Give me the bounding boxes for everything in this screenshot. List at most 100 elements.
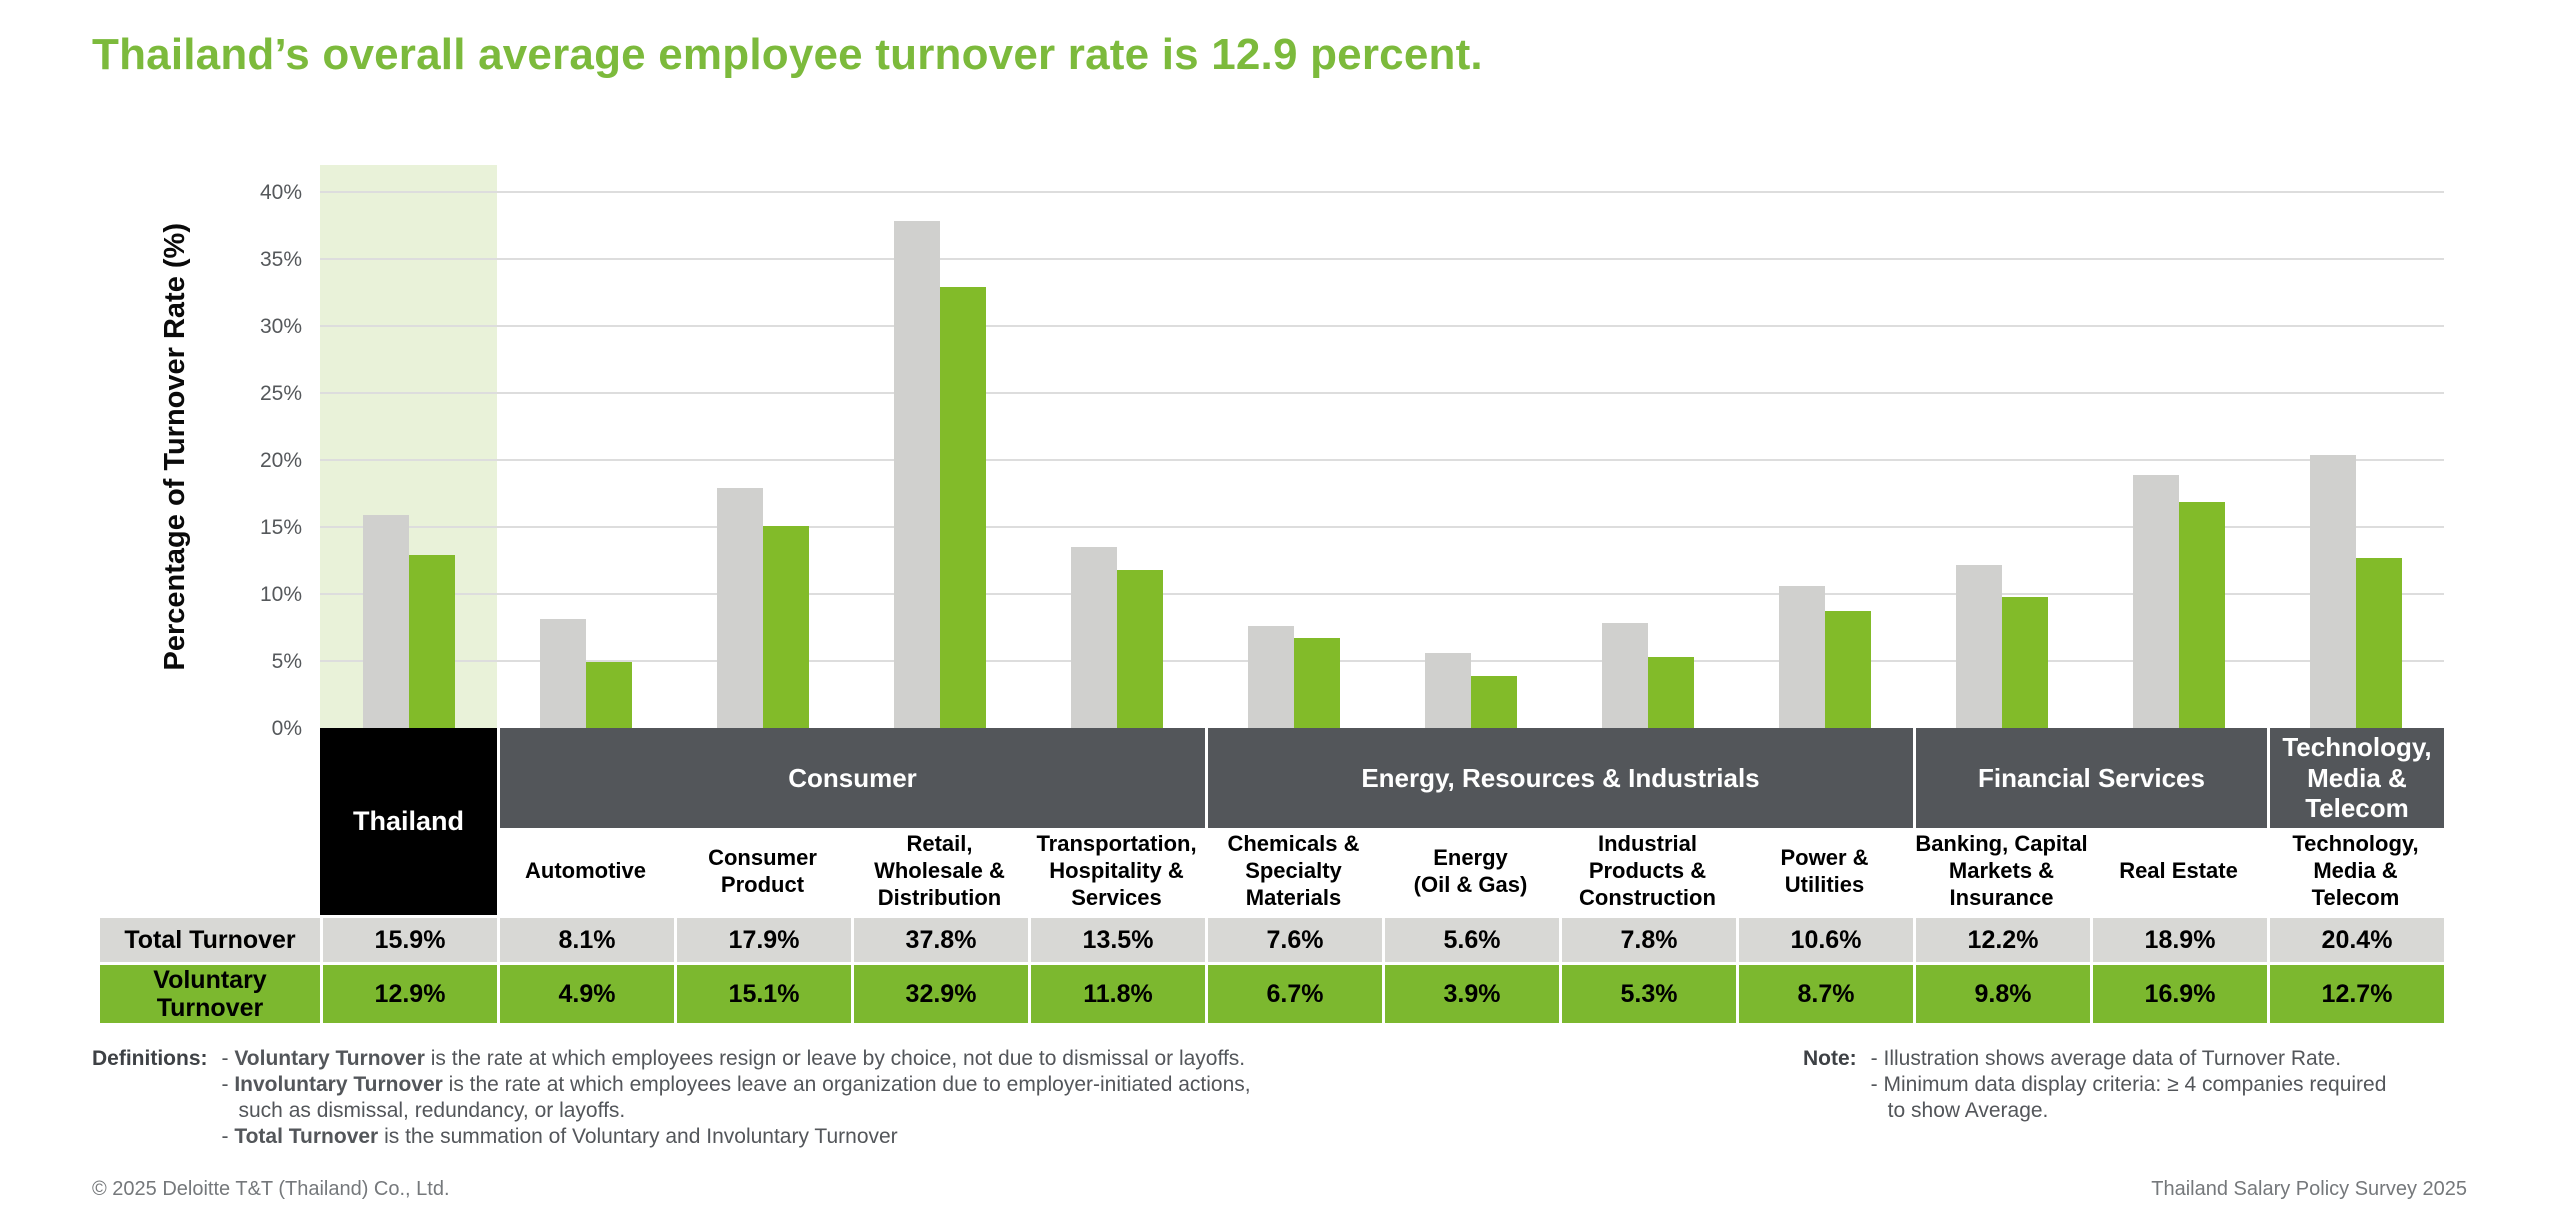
bar-voluntary-turnover-banking-capital-markets-insurance [2001,596,2048,728]
value-total-turnover-consumer-product: 17.9% [674,918,851,962]
plot-area: 0% 5% 10% 15% 20% 25% 30% 35% 40% [260,165,2444,740]
bar-voluntary-turnover-automotive [585,662,632,728]
y-tick-label-20: 20% [259,448,302,472]
value-total-turnover-power-utilities: 10.6% [1736,918,1913,962]
y-tick-label-10: 10% [259,582,302,606]
bar-group-energy-oil-gas [1382,165,1559,728]
value-voluntary-turnover-thailand: 12.9% [320,965,497,1023]
category-header-real-estate: Real Estate [2119,858,2238,884]
definition-item-involuntary-turnover: - Involuntary Turnover is the rate at wh… [221,1073,1251,1122]
bar-group-power-utilities [1736,165,1913,728]
sector-header-financial-services: Financial Services [1913,728,2267,828]
value-total-turnover-retail-wholesale-distribution: 37.8% [851,918,1028,962]
value-voluntary-turnover-transportation-hospitality-services: 11.8% [1028,965,1205,1023]
sector-header-technology-media-telecom: Technology, Media & Telecom [2267,728,2444,828]
bar-total-turnover-thailand [362,514,409,728]
y-tick-label-30: 30% [259,314,302,338]
definition-term: Total Turnover [234,1125,379,1148]
note-item-2: - Minimum data display criteria: ≥ 4 com… [1870,1073,2387,1122]
bar-group-transportation-hospitality-services [1028,165,1205,728]
value-total-turnover-thailand: 15.9% [320,918,497,962]
gridline-20 [320,458,2444,461]
category-header-industrial-products-construction: Industrial Products & Construction [1579,831,1716,910]
bar-total-turnover-real-estate [2132,474,2179,728]
bar-total-turnover-transportation-hospitality-services [1070,547,1117,728]
y-tick-label-5: 5% [271,649,302,673]
bar-total-turnover-technology-media-telecom [2309,454,2356,728]
gridline-30 [320,324,2444,327]
definition-term: Voluntary Turnover [234,1047,425,1070]
bar-voluntary-turnover-retail-wholesale-distribution [939,287,986,728]
y-tick-label-15: 15% [259,515,302,539]
gridline-40 [320,190,2444,193]
gridline-10 [320,592,2444,595]
bar-voluntary-turnover-technology-media-telecom [2355,557,2402,728]
value-total-turnover-automotive: 8.1% [497,918,674,962]
bar-voluntary-turnover-industrial-products-construction [1647,657,1694,728]
value-voluntary-turnover-industrial-products-construction: 5.3% [1559,965,1736,1023]
bar-total-turnover-retail-wholesale-distribution [893,221,940,728]
bar-voluntary-turnover-transportation-hospitality-services [1116,569,1163,728]
category-header-energy-oil-gas: Energy (Oil & Gas) [1413,844,1528,897]
value-voluntary-turnover-automotive: 4.9% [497,965,674,1023]
bar-group-thailand [320,165,497,728]
category-header-power-utilities: Power & Utilities [1780,844,1869,897]
bar-group-retail-wholesale-distribution [851,165,1028,728]
definitions-items: - Voluntary Turnover is the rate at whic… [222,1046,1267,1150]
category-header-band: Thailand Consumer Energy, Resources & Indu… [320,728,2444,915]
value-voluntary-turnover-chemicals-specialty-materials: 6.7% [1205,965,1382,1023]
bar-group-industrial-products-construction [1559,165,1736,728]
value-total-turnover-industrial-products-construction: 7.8% [1559,918,1736,962]
value-total-turnover-technology-media-telecom: 20.4% [2267,918,2444,962]
value-voluntary-turnover-real-estate: 16.9% [2090,965,2267,1023]
definitions-label: Definitions: [92,1047,208,1070]
y-tick-label-25: 25% [259,381,302,405]
row-voluntary-turnover: Voluntary Turnover 12.9% 4.9% 15.1% 32.9% 11.… [100,965,2444,1023]
category-header-automotive: Automotive [525,858,646,884]
bar-voluntary-turnover-real-estate [2178,501,2225,728]
footer-survey-name: Thailand Salary Policy Survey 2025 [2151,1178,2467,1200]
bar-group-automotive [497,165,674,728]
definitions-block: Definitions: - Voluntary Turnover is the… [92,1046,1267,1150]
note-block: Note: - Illustration shows average data … [1803,1046,2391,1124]
category-header-consumer-product: Consumer Product [708,844,817,897]
bar-voluntary-turnover-energy-oil-gas [1470,675,1517,728]
gridline-25 [320,391,2444,394]
y-tick-label-35: 35% [259,247,302,271]
value-total-turnover-chemicals-specialty-materials: 7.6% [1205,918,1382,962]
bar-voluntary-turnover-power-utilities [1824,611,1871,728]
y-axis-label: Percentage of Turnover Rate (%) [150,165,200,728]
category-header-technology-media-telecom: Technology, Media & Telecom [2292,831,2419,910]
bar-total-turnover-energy-oil-gas [1424,652,1471,728]
value-voluntary-turnover-banking-capital-markets-insurance: 9.8% [1913,965,2090,1023]
y-axis-label-text: Percentage of Turnover Rate (%) [158,222,191,671]
category-header-banking-capital-markets-insurance: Banking, Capital Markets & Insurance [1915,831,2088,910]
bar-group-consumer-product [674,165,851,728]
row-label-voluntary-turnover: Voluntary Turnover [153,966,267,1022]
value-total-turnover-banking-capital-markets-insurance: 12.2% [1913,918,2090,962]
definition-item-voluntary-turnover: - Voluntary Turnover is the rate at whic… [221,1047,1246,1070]
page-title: Thailand’s overall average employee turn… [92,30,1483,79]
category-header-chemicals-specialty-materials: Chemicals & Specialty Materials [1227,831,1360,910]
bar-total-turnover-chemicals-specialty-materials [1247,626,1294,728]
footer-copyright: © 2025 Deloitte T&T (Thailand) Co., Ltd. [92,1178,450,1200]
bar-voluntary-turnover-consumer-product [762,525,809,728]
value-voluntary-turnover-energy-oil-gas: 3.9% [1382,965,1559,1023]
bar-voluntary-turnover-chemicals-specialty-materials [1293,638,1340,728]
sector-header-consumer: Consumer [497,728,1205,828]
value-total-turnover-real-estate: 18.9% [2090,918,2267,962]
row-total-turnover: Total Turnover 15.9% 8.1% 17.9% 37.8% 13.5% 7.… [100,918,2444,962]
definition-item-total-turnover: - Total Turnover is the summation of Vol… [221,1125,898,1148]
bar-group-real-estate [2090,165,2267,728]
gridline-15 [320,525,2444,528]
row-label-total-turnover: Total Turnover [124,926,296,954]
data-table: Total Turnover 15.9% 8.1% 17.9% 37.8% 13.5% 7.… [100,918,2444,1023]
note-label: Note: [1803,1047,1857,1070]
bar-total-turnover-industrial-products-construction [1601,623,1648,728]
gridline-5 [320,659,2444,662]
note-items: - Illustration shows average data of Tur… [1871,1046,2391,1124]
category-header-transportation-hospitality-services: Transportation, Hospitality & Services [1036,831,1197,910]
value-total-turnover-energy-oil-gas: 5.6% [1382,918,1559,962]
value-voluntary-turnover-retail-wholesale-distribution: 32.9% [851,965,1028,1023]
bar-total-turnover-power-utilities [1778,585,1825,728]
